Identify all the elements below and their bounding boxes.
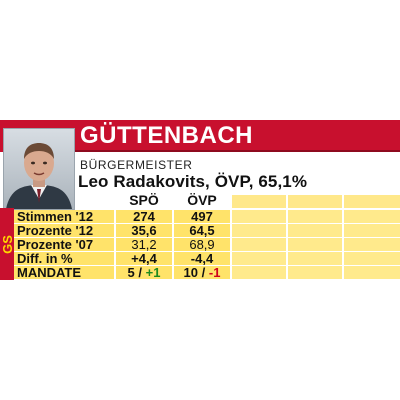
spo-seats: 5 <box>127 265 135 280</box>
ovp-mandate: 10 / -1 <box>174 266 230 279</box>
row-label: Prozente '12 <box>14 224 114 237</box>
empty-cell <box>344 210 400 223</box>
municipality-result-card: GÜTTENBACH BÜRGERMEISTER Leo Radakovits,… <box>0 120 400 280</box>
empty-cell <box>232 238 286 251</box>
spo-mandate: 5 / +1 <box>116 266 172 279</box>
ovp-seat-change: -1 <box>208 265 221 280</box>
header-empty-cell <box>288 195 342 208</box>
row-label: Diff. in % <box>14 252 114 265</box>
state-code-strip: GS <box>0 208 15 280</box>
table-row: Stimmen '12 274 497 <box>14 210 400 224</box>
table-row-mandate: MANDATE 5 / +1 10 / -1 <box>14 266 400 280</box>
empty-cell <box>288 252 342 265</box>
spo-value: 35,6 <box>116 224 172 237</box>
row-label: MANDATE <box>14 266 114 279</box>
ovp-value: 68,9 <box>174 238 230 251</box>
header-empty-cell <box>344 195 400 208</box>
empty-cell <box>232 266 286 279</box>
spo-value: 31,2 <box>116 238 172 251</box>
empty-cell <box>288 266 342 279</box>
header-empty-cell <box>232 195 286 208</box>
empty-cell <box>344 252 400 265</box>
header-spo: SPÖ <box>129 192 159 208</box>
empty-cell <box>232 224 286 237</box>
row-label: Stimmen '12 <box>14 210 114 223</box>
table-row: Prozente '12 35,6 64,5 <box>14 224 400 238</box>
portrait-photo-icon <box>4 129 74 209</box>
row-label: Prozente '07 <box>14 238 114 251</box>
header-ovp: ÖVP <box>187 192 217 208</box>
empty-cell <box>288 210 342 223</box>
spo-seat-change: +1 <box>145 265 161 280</box>
empty-cell <box>344 238 400 251</box>
ovp-seats: 10 <box>183 265 199 280</box>
table-header: SPÖ ÖVP <box>14 192 400 208</box>
municipality-title: GÜTTENBACH <box>80 122 253 149</box>
office-label: BÜRGERMEISTER <box>80 158 193 172</box>
table-row: Diff. in % +4,4 -4,4 <box>14 252 400 266</box>
mayor-photo <box>3 128 75 210</box>
separator: / <box>138 265 143 280</box>
empty-cell <box>232 210 286 223</box>
results-table: SPÖ ÖVP Stimmen '12 274 497 Prozente '12… <box>14 192 400 280</box>
table-row: Prozente '07 31,2 68,9 <box>14 238 400 252</box>
mayor-name: Leo Radakovits, ÖVP, 65,1% <box>78 172 308 191</box>
empty-cell <box>288 224 342 237</box>
empty-cell <box>344 224 400 237</box>
empty-cell <box>232 252 286 265</box>
ovp-value: 497 <box>174 210 230 223</box>
ovp-value: 64,5 <box>174 224 230 237</box>
spo-value: 274 <box>116 210 172 223</box>
separator: / <box>201 265 206 280</box>
empty-cell <box>344 266 400 279</box>
empty-cell <box>288 238 342 251</box>
spo-diff: +4,4 <box>116 252 172 265</box>
state-code: GS <box>0 234 15 254</box>
ovp-diff: -4,4 <box>174 252 230 265</box>
